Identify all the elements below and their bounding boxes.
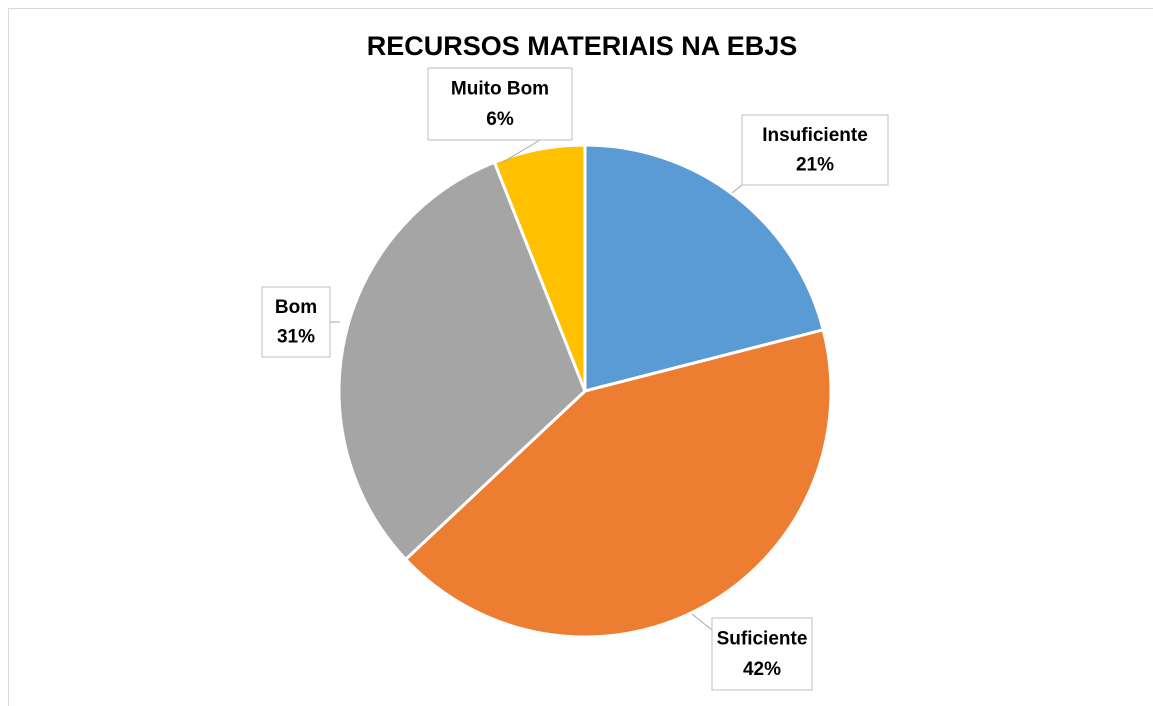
- chart-title: RECURSOS MATERIAIS NA EBJS: [367, 31, 798, 61]
- pie-slice: [337, 160, 587, 562]
- data-label-category: Insuficiente: [762, 125, 868, 146]
- data-label-category: Bom: [275, 297, 317, 318]
- data-label-category: Muito Bom: [451, 79, 549, 100]
- pie-slice: [403, 327, 833, 639]
- leader-line: [691, 613, 713, 631]
- data-label-value: 6%: [486, 109, 514, 130]
- data-label-category: Suficiente: [717, 629, 808, 650]
- leader-line: [502, 139, 541, 163]
- data-label-value: 42%: [743, 659, 781, 680]
- data-label-box: [427, 67, 573, 141]
- data-label-value: 31%: [277, 326, 315, 347]
- pie-slice: [492, 143, 587, 392]
- data-label-value: 21%: [796, 154, 834, 175]
- leader-line: [731, 184, 743, 194]
- data-label-box: [741, 114, 889, 186]
- data-label-box: [711, 617, 813, 691]
- data-label-box: [261, 286, 331, 358]
- pie-slice: [583, 143, 826, 393]
